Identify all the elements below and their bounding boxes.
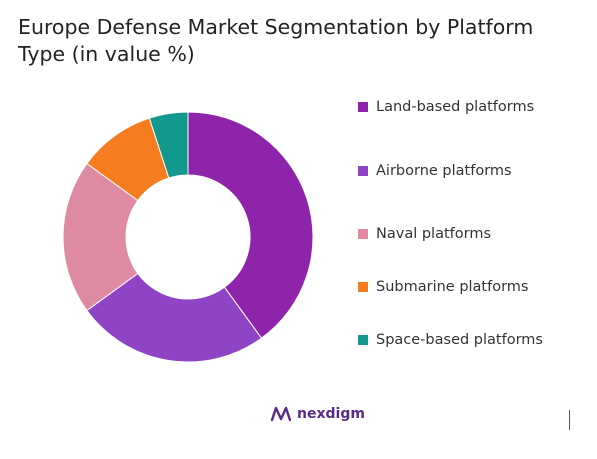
legend-swatch [358, 166, 368, 176]
nexdigm-logo-icon [270, 406, 292, 422]
legend-swatch [358, 282, 368, 292]
donut-slice-3 [62, 162, 139, 312]
legend-label: Space-based platforms [376, 332, 543, 348]
legend-item: Naval platforms [358, 223, 491, 245]
brand-logo: nexdigm [270, 405, 365, 423]
brand-name: nexdigm [297, 406, 365, 422]
donut-slice-2 [86, 272, 263, 363]
legend-item: Land-based platforms [358, 96, 534, 118]
legend-swatch [358, 335, 368, 345]
text-cursor [569, 410, 570, 430]
donut-slice-5 [148, 111, 189, 179]
legend-swatch [358, 229, 368, 239]
legend-swatch [358, 102, 368, 112]
legend-label: Airborne platforms [376, 163, 512, 179]
chart-title: Europe Defense Market Segmentation by Pl… [18, 15, 534, 66]
legend-item: Space-based platforms [358, 329, 543, 351]
legend-label: Land-based platforms [376, 99, 535, 115]
legend-label: Submarine platforms [376, 279, 529, 295]
legend-item: Submarine platforms [358, 276, 528, 298]
legend-item: Airborne platforms [358, 160, 512, 182]
donut-slice-1 [187, 111, 314, 339]
legend-label: Naval platforms [376, 226, 492, 242]
